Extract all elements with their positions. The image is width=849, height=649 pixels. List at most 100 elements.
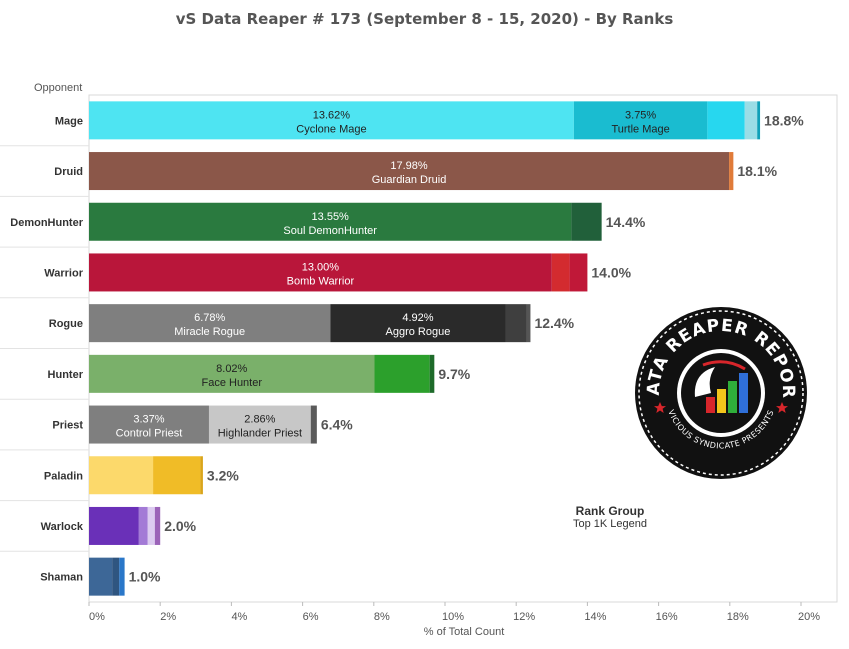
- segment-name-label: Control Priest: [116, 428, 183, 440]
- bar-segment[interactable]: [138, 506, 148, 545]
- bar-row-hunter[interactable]: Hunter 8.02% Face Hunter 9.7%: [48, 354, 471, 393]
- bar-segment[interactable]: [89, 405, 209, 444]
- segment-name-label: Highlander Priest: [218, 428, 302, 440]
- bar-segment[interactable]: [208, 405, 311, 444]
- bar-segment[interactable]: [707, 101, 745, 140]
- segment-name-label: Cyclone Mage: [296, 123, 366, 135]
- class-label: DemonHunter: [10, 217, 83, 229]
- bar-segment[interactable]: [526, 304, 531, 343]
- bar-segment[interactable]: [744, 101, 758, 140]
- x-tick-label: 10%: [442, 611, 464, 623]
- x-axis-label: % of Total Count: [424, 626, 505, 638]
- rank-group-legend: Rank Group Top 1K Legend: [560, 504, 660, 530]
- x-tick-label: 20%: [798, 611, 820, 623]
- bar-graph-icon: [706, 373, 748, 413]
- class-label: Mage: [55, 115, 83, 127]
- total-label: 18.1%: [737, 163, 777, 179]
- segment-name-label: Soul DemonHunter: [283, 225, 377, 237]
- bar-segment[interactable]: [310, 405, 317, 444]
- total-label: 9.7%: [438, 366, 470, 382]
- bar-segment[interactable]: [200, 456, 203, 495]
- class-label: Priest: [52, 420, 83, 432]
- x-tick-label: 14%: [584, 611, 606, 623]
- x-tick-label: 16%: [656, 611, 678, 623]
- segment-name-label: Miracle Rogue: [174, 326, 245, 338]
- segment-name-label: Guardian Druid: [372, 174, 447, 186]
- bar-row-demonhunter[interactable]: DemonHunter 13.55% Soul DemonHunter 14.4%: [10, 202, 646, 241]
- total-label: 3.2%: [207, 467, 239, 483]
- bar-row-druid[interactable]: Druid 17.98% Guardian Druid 18.1%: [54, 152, 778, 191]
- segment-value-label: 3.37%: [133, 414, 164, 426]
- rank-group-value: Top 1K Legend: [572, 518, 647, 530]
- bar-segment[interactable]: [147, 506, 155, 545]
- data-reaper-report-logo: DATA REAPER REPORT VICIOUS SYNDICATE PRE…: [625, 290, 809, 481]
- total-label: 14.4%: [606, 214, 646, 230]
- reaper-icon: [694, 360, 746, 397]
- bar-segment[interactable]: [89, 506, 139, 545]
- x-tick-label: 4%: [231, 611, 247, 623]
- bar-segment[interactable]: [89, 202, 572, 241]
- bar-row-mage[interactable]: Mage 13.62% Cyclone Mage 3.75% Turtle Mage 18…: [55, 101, 804, 140]
- bar-segment[interactable]: [573, 101, 708, 140]
- segment-value-label: 13.55%: [312, 211, 350, 223]
- bar-segment[interactable]: [154, 506, 161, 545]
- bar-segment[interactable]: [505, 304, 527, 343]
- bar-segment[interactable]: [153, 456, 201, 495]
- bar-segment[interactable]: [119, 557, 125, 596]
- segment-value-label: 6.78%: [194, 312, 225, 324]
- class-label: Hunter: [48, 369, 84, 381]
- x-tick-label: 12%: [513, 611, 535, 623]
- x-tick-label: 0%: [89, 611, 105, 623]
- bar-segment[interactable]: [89, 304, 331, 343]
- bar-row-shaman[interactable]: Shaman 1.0%: [40, 557, 161, 596]
- segment-name-label: Bomb Warrior: [287, 275, 355, 287]
- x-tick-label: 18%: [727, 611, 749, 623]
- bar-row-warlock[interactable]: Warlock 2.0%: [41, 506, 197, 545]
- bar-segment[interactable]: [89, 101, 574, 140]
- bar-row-rogue[interactable]: Rogue 6.78% Miracle Rogue 4.92% Aggro Rogue 1…: [49, 304, 575, 343]
- x-tick-label: 2%: [160, 611, 176, 623]
- bar-segment[interactable]: [89, 456, 154, 495]
- bar-row-warrior[interactable]: Warrior 13.00% Bomb Warrior 14.0%: [44, 253, 632, 292]
- bar-row-priest[interactable]: Priest 3.37% Control Priest 2.86% Highlander…: [52, 405, 353, 444]
- bar-segment[interactable]: [89, 557, 113, 596]
- total-label: 12.4%: [534, 315, 574, 331]
- class-label: Warlock: [41, 521, 84, 533]
- bar-segment[interactable]: [89, 354, 375, 393]
- chart-title: vS Data Reaper # 173 (September 8 - 15, …: [175, 10, 674, 28]
- segment-name-label: Turtle Mage: [611, 123, 669, 135]
- total-label: 6.4%: [321, 417, 353, 433]
- rank-group-title: Rank Group: [575, 504, 645, 518]
- bar-segment[interactable]: [374, 354, 430, 393]
- bar-segment[interactable]: [571, 202, 602, 241]
- segment-value-label: 3.75%: [625, 109, 656, 121]
- segment-value-label: 8.02%: [216, 363, 247, 375]
- bar-segment[interactable]: [89, 253, 552, 292]
- bar-segment[interactable]: [330, 304, 506, 343]
- x-tick-label: 8%: [374, 611, 390, 623]
- segment-name-label: Face Hunter: [201, 377, 262, 389]
- bar-segment[interactable]: [89, 152, 730, 191]
- row-header-opponent: Opponent: [34, 82, 83, 94]
- segment-value-label: 4.92%: [402, 312, 433, 324]
- bar-segment[interactable]: [757, 101, 761, 140]
- total-label: 2.0%: [164, 518, 196, 534]
- segment-value-label: 13.00%: [302, 261, 340, 273]
- class-label: Warrior: [44, 267, 83, 279]
- class-label: Druid: [54, 166, 83, 178]
- bar-segment[interactable]: [551, 253, 570, 292]
- star-icon: [776, 402, 788, 413]
- bar-segment[interactable]: [112, 557, 120, 596]
- total-label: 1.0%: [129, 569, 161, 585]
- segment-value-label: 2.86%: [244, 414, 275, 426]
- bar-segment[interactable]: [429, 354, 435, 393]
- bar-segment[interactable]: [569, 253, 588, 292]
- segment-name-label: Aggro Rogue: [386, 326, 451, 338]
- bar-segment[interactable]: [729, 152, 734, 191]
- class-label: Rogue: [49, 318, 83, 330]
- segment-value-label: 13.62%: [313, 109, 351, 121]
- total-label: 18.8%: [764, 112, 804, 128]
- star-icon: [654, 402, 666, 413]
- bar-row-paladin[interactable]: Paladin 3.2%: [44, 456, 240, 495]
